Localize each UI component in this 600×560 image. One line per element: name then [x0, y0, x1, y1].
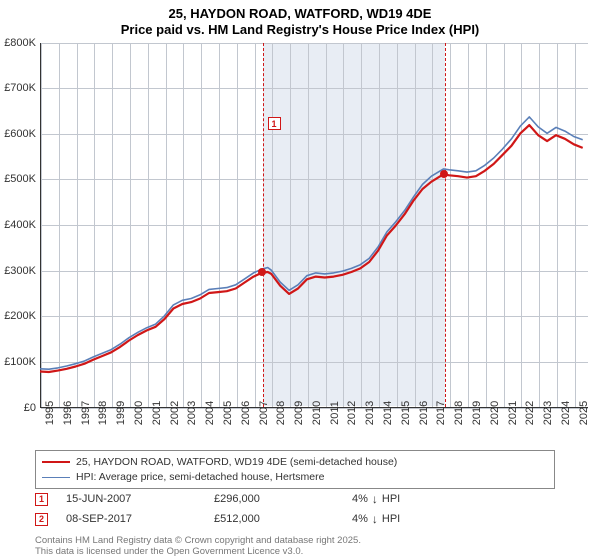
sale-date-2: 08-SEP-2017 [66, 513, 196, 525]
sale-rows: 1 15-JUN-2007 £296,000 4% ↓ HPI 2 08-SEP… [35, 492, 555, 532]
series-price_paid [40, 125, 583, 372]
y-axis-label: £200K [4, 310, 36, 322]
arrow-down-icon: ↓ [372, 492, 378, 506]
x-axis-label: 2024 [560, 400, 572, 424]
y-axis-label: £700K [4, 82, 36, 94]
legend-box: 25, HAYDON ROAD, WATFORD, WD19 4DE (semi… [35, 450, 555, 489]
chart-container: 25, HAYDON ROAD, WATFORD, WD19 4DE Price… [0, 0, 600, 560]
x-axis-label: 2023 [542, 400, 554, 424]
legend-swatch-price [42, 461, 70, 463]
x-axis-label: 2016 [418, 400, 430, 424]
title-line-2: Price paid vs. HM Land Registry's House … [0, 22, 600, 38]
sale-price-1: £296,000 [214, 493, 334, 505]
line-series-svg [40, 43, 588, 408]
y-axis-label: £500K [4, 173, 36, 185]
x-axis-label: 2008 [275, 400, 287, 424]
legend-row-price: 25, HAYDON ROAD, WATFORD, WD19 4DE (semi… [42, 455, 548, 470]
sale-marker-1: 1 [35, 493, 48, 506]
title-line-1: 25, HAYDON ROAD, WATFORD, WD19 4DE [0, 6, 600, 22]
y-axis-label: £400K [4, 219, 36, 231]
y-axis-label: £100K [4, 356, 36, 368]
x-axis-label: 2010 [311, 400, 323, 424]
event-marker-box: 1 [268, 117, 281, 130]
x-axis-label: 2005 [222, 400, 234, 424]
sale-price-2: £512,000 [214, 513, 334, 525]
x-axis-label: 2019 [471, 400, 483, 424]
x-axis-label: 2020 [489, 400, 501, 424]
x-axis-label: 2012 [346, 400, 358, 424]
x-axis-label: 2007 [258, 400, 270, 424]
x-axis-label: 2025 [578, 400, 590, 424]
sale-delta-2: 4% ↓ HPI [352, 512, 400, 526]
x-axis-label: 2018 [453, 400, 465, 424]
legend-row-hpi: HPI: Average price, semi-detached house,… [42, 470, 548, 485]
x-axis-label: 2017 [435, 400, 447, 424]
x-axis-label: 1998 [97, 400, 109, 424]
legend-swatch-hpi [42, 477, 70, 478]
x-axis-label: 2002 [169, 400, 181, 424]
x-axis-label: 2021 [507, 400, 519, 424]
event-marker-dot [440, 170, 448, 178]
x-axis-label: 1997 [80, 400, 92, 424]
legend-label-hpi: HPI: Average price, semi-detached house,… [76, 470, 324, 485]
chart-area: £0£100K£200K£300K£400K£500K£600K£700K£80… [40, 43, 588, 408]
x-axis-label: 2011 [329, 401, 341, 425]
x-axis-label: 2014 [382, 400, 394, 424]
x-axis-label: 2004 [204, 400, 216, 424]
x-axis-label: 2022 [524, 400, 536, 424]
x-axis-label: 2006 [240, 400, 252, 424]
sale-date-1: 15-JUN-2007 [66, 493, 196, 505]
y-axis-label: £0 [24, 402, 36, 414]
copyright-text: Contains HM Land Registry data © Crown c… [35, 535, 361, 558]
y-axis-label: £300K [4, 265, 36, 277]
x-axis-label: 2013 [364, 400, 376, 424]
sale-marker-2: 2 [35, 513, 48, 526]
x-axis-label: 2009 [293, 400, 305, 424]
x-axis-label: 1996 [62, 400, 74, 424]
sale-delta-1: 4% ↓ HPI [352, 492, 400, 506]
x-axis-label: 2000 [133, 400, 145, 424]
sale-row-1: 1 15-JUN-2007 £296,000 4% ↓ HPI [35, 492, 555, 506]
x-axis-label: 2015 [400, 400, 412, 424]
arrow-down-icon: ↓ [372, 512, 378, 526]
x-axis-label: 1995 [44, 400, 56, 424]
title-block: 25, HAYDON ROAD, WATFORD, WD19 4DE Price… [0, 0, 600, 39]
x-axis-label: 2003 [186, 400, 198, 424]
event-marker-dot [258, 268, 266, 276]
legend-label-price: 25, HAYDON ROAD, WATFORD, WD19 4DE (semi… [76, 455, 397, 470]
x-axis-label: 2001 [151, 400, 163, 424]
y-axis-label: £800K [4, 37, 36, 49]
x-axis-label: 1999 [115, 400, 127, 424]
y-axis-label: £600K [4, 128, 36, 140]
sale-row-2: 2 08-SEP-2017 £512,000 4% ↓ HPI [35, 512, 555, 526]
